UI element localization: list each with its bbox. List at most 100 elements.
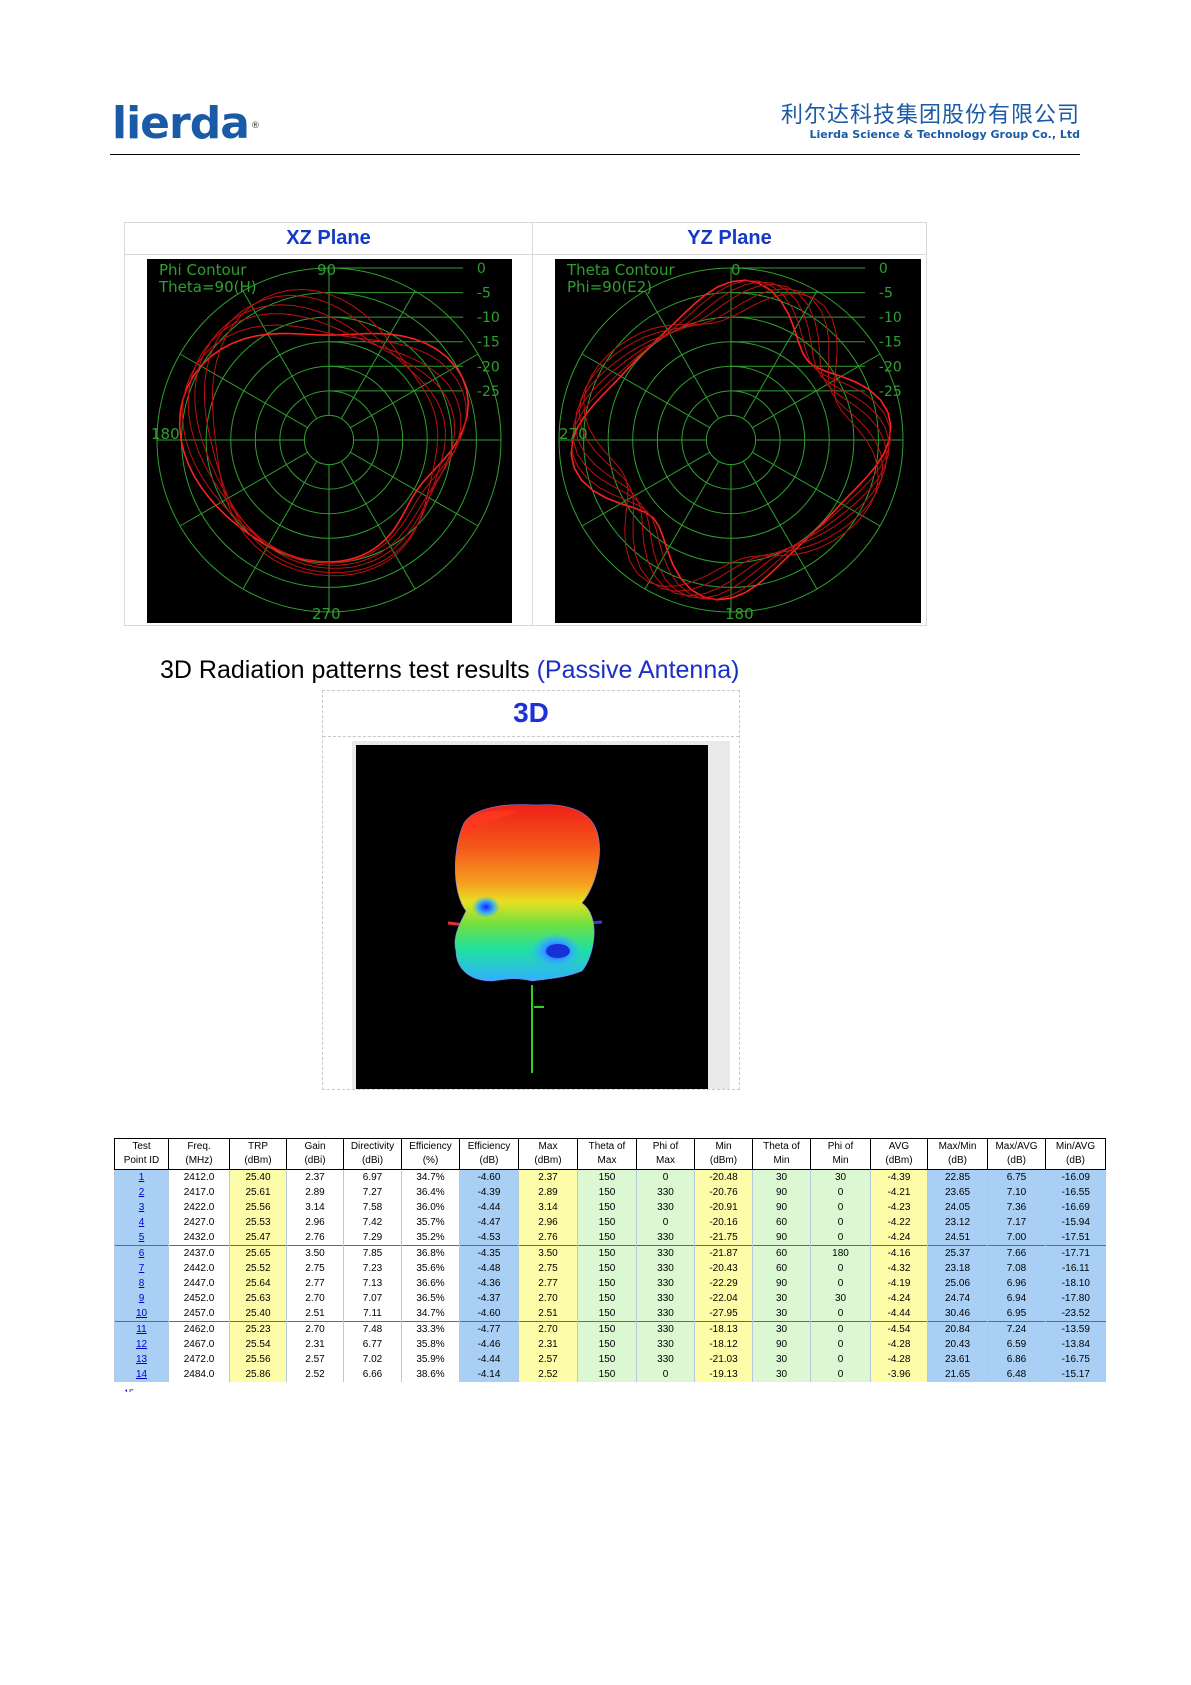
ring-label: -10 — [879, 310, 902, 326]
test-point-link[interactable]: 8 — [138, 1278, 145, 1289]
test-point-link[interactable]: 10 — [135, 1308, 148, 1319]
table-cell: -21.75 — [694, 1230, 753, 1246]
test-point-link[interactable]: 12 — [135, 1339, 148, 1350]
table-cell: -20.43 — [694, 1261, 753, 1276]
table-cell: 330 — [636, 1276, 695, 1291]
company-name-block: 利尔达科技集团股份有限公司 Lierda Science & Technolog… — [781, 104, 1080, 142]
column-header: Gain (dBi) — [286, 1138, 344, 1170]
table-cell: 180 — [810, 1245, 871, 1261]
table-cell: 90 — [752, 1185, 811, 1200]
table-cell: 330 — [636, 1321, 695, 1337]
table-cell: 330 — [636, 1291, 695, 1306]
test-point-link[interactable]: 9 — [138, 1293, 145, 1304]
test-point-link[interactable]: 1 — [138, 1172, 145, 1183]
table-cell: 0 — [810, 1200, 871, 1215]
table-cell: 0 — [636, 1215, 695, 1230]
test-point-link-cell[interactable]: 7 — [114, 1261, 169, 1276]
test-point-link-cell[interactable]: 11 — [114, 1321, 169, 1337]
table-cell: 0 — [810, 1352, 871, 1367]
pattern-trace — [574, 283, 888, 597]
test-point-link-cell[interactable]: 14 — [114, 1367, 169, 1382]
test-point-link-cell[interactable]: 1 — [114, 1169, 169, 1185]
table-cell: 25.23 — [229, 1321, 287, 1337]
table-cell: 7.24 — [987, 1321, 1046, 1337]
table-cell: 0 — [810, 1215, 871, 1230]
table-cell: 7.11 — [343, 1306, 402, 1322]
table-row: 8 2447.0 25.64 2.77 7.13 36.6% -4.36 2.77 150 330… — [114, 1276, 1106, 1291]
column-header: Efficiency (dB) — [459, 1138, 519, 1170]
table-cell: -16.75 — [1045, 1352, 1106, 1367]
table-cell: 2.96 — [518, 1215, 578, 1230]
table-cell: 150 — [577, 1352, 637, 1367]
test-point-link[interactable]: 4 — [138, 1217, 145, 1228]
table-cell: 36.4% — [401, 1185, 460, 1200]
pattern-trace — [194, 304, 456, 569]
table-cell: 2427.0 — [168, 1215, 230, 1230]
table-cell: 35.8% — [401, 1337, 460, 1352]
table-cell: 6.94 — [987, 1291, 1046, 1306]
table-cell: 30 — [752, 1352, 811, 1367]
table-cell: 150 — [577, 1185, 637, 1200]
xz-angle-left: 180 — [151, 425, 180, 443]
table-cell: -15.17 — [1045, 1367, 1106, 1382]
table-cell: 25.54 — [229, 1337, 287, 1352]
test-point-link[interactable]: 2 — [138, 1187, 145, 1198]
table-cell: 30 — [810, 1291, 871, 1306]
table-cell: 36.5% — [401, 1291, 460, 1306]
radiation-3d-title: 3D — [513, 697, 549, 728]
table-cell: -15.94 — [1045, 1215, 1106, 1230]
table-cell: -4.77 — [459, 1321, 519, 1337]
column-header: Test Point ID — [114, 1138, 169, 1170]
test-point-link-cell[interactable]: 12 — [114, 1337, 169, 1352]
table-row: 9 2452.0 25.63 2.70 7.07 36.5% -4.37 2.70 150 330… — [114, 1291, 1106, 1306]
test-point-link-cell[interactable]: 8 — [114, 1276, 169, 1291]
table-cell: 25.64 — [229, 1276, 287, 1291]
test-point-link[interactable]: 11 — [136, 1324, 147, 1335]
table-cell: 25.53 — [229, 1215, 287, 1230]
table-cell: -3.96 — [870, 1367, 928, 1382]
test-point-link-cell[interactable]: 6 — [114, 1245, 169, 1261]
table-cell: 2.76 — [518, 1230, 578, 1246]
pattern-trace — [178, 332, 470, 563]
table-cell: 20.84 — [927, 1321, 988, 1337]
table-cell: -4.22 — [870, 1215, 928, 1230]
table-cell: 2.89 — [286, 1185, 344, 1200]
table-cell: 35.6% — [401, 1261, 460, 1276]
table-cell: -4.47 — [459, 1215, 519, 1230]
table-cell: -23.52 — [1045, 1306, 1106, 1322]
test-point-link-cell[interactable]: 5 — [114, 1230, 169, 1246]
test-point-link[interactable]: 5 — [138, 1232, 145, 1243]
test-point-link[interactable]: 3 — [138, 1202, 145, 1213]
table-cell: 330 — [636, 1352, 695, 1367]
ring-label: 0 — [879, 261, 888, 277]
table-cell: 25.40 — [229, 1169, 287, 1185]
table-header-row: Test Point ID Freq. (MHz) TRP (dBm) Gain (dBi) D… — [114, 1138, 1106, 1170]
table-row: 3 2422.0 25.56 3.14 7.58 36.0% -4.44 3.14 150 330… — [114, 1200, 1106, 1215]
test-point-link[interactable]: 14 — [135, 1369, 148, 1380]
test-point-link-cell[interactable]: 3 — [114, 1200, 169, 1215]
test-point-link-cell[interactable]: 9 — [114, 1291, 169, 1306]
section-heading-accent: (Passive Antenna) — [536, 656, 740, 684]
test-point-link-cell[interactable]: 4 — [114, 1215, 169, 1230]
page-header: lierda ® 利尔达科技集团股份有限公司 Lierda Science & T… — [112, 96, 1080, 156]
test-point-link[interactable]: 7 — [138, 1263, 145, 1274]
pattern-trace — [203, 294, 446, 574]
table-cell: -4.48 — [459, 1261, 519, 1276]
company-name-cn: 利尔达科技集团股份有限公司 — [780, 103, 1080, 128]
test-point-link[interactable]: 6 — [138, 1248, 145, 1259]
table-cell: -21.87 — [694, 1245, 753, 1261]
table-cell: 7.07 — [343, 1291, 402, 1306]
test-point-link[interactable]: 13 — [135, 1354, 148, 1365]
test-point-link-cell[interactable]: 10 — [114, 1306, 169, 1322]
test-point-link-cell[interactable]: 2 — [114, 1185, 169, 1200]
table-cell: 2.57 — [286, 1352, 344, 1367]
table-cell: 2.31 — [286, 1337, 344, 1352]
table-cell: 24.05 — [927, 1200, 988, 1215]
table-cell: -4.39 — [459, 1185, 519, 1200]
table-cell: 6.95 — [987, 1306, 1046, 1322]
table-cell: 25.56 — [229, 1352, 287, 1367]
column-header: Phi of Min — [810, 1138, 871, 1170]
table-cell: 6.77 — [343, 1337, 402, 1352]
test-point-link-cell[interactable]: 13 — [114, 1352, 169, 1367]
table-cell: -20.91 — [694, 1200, 753, 1215]
